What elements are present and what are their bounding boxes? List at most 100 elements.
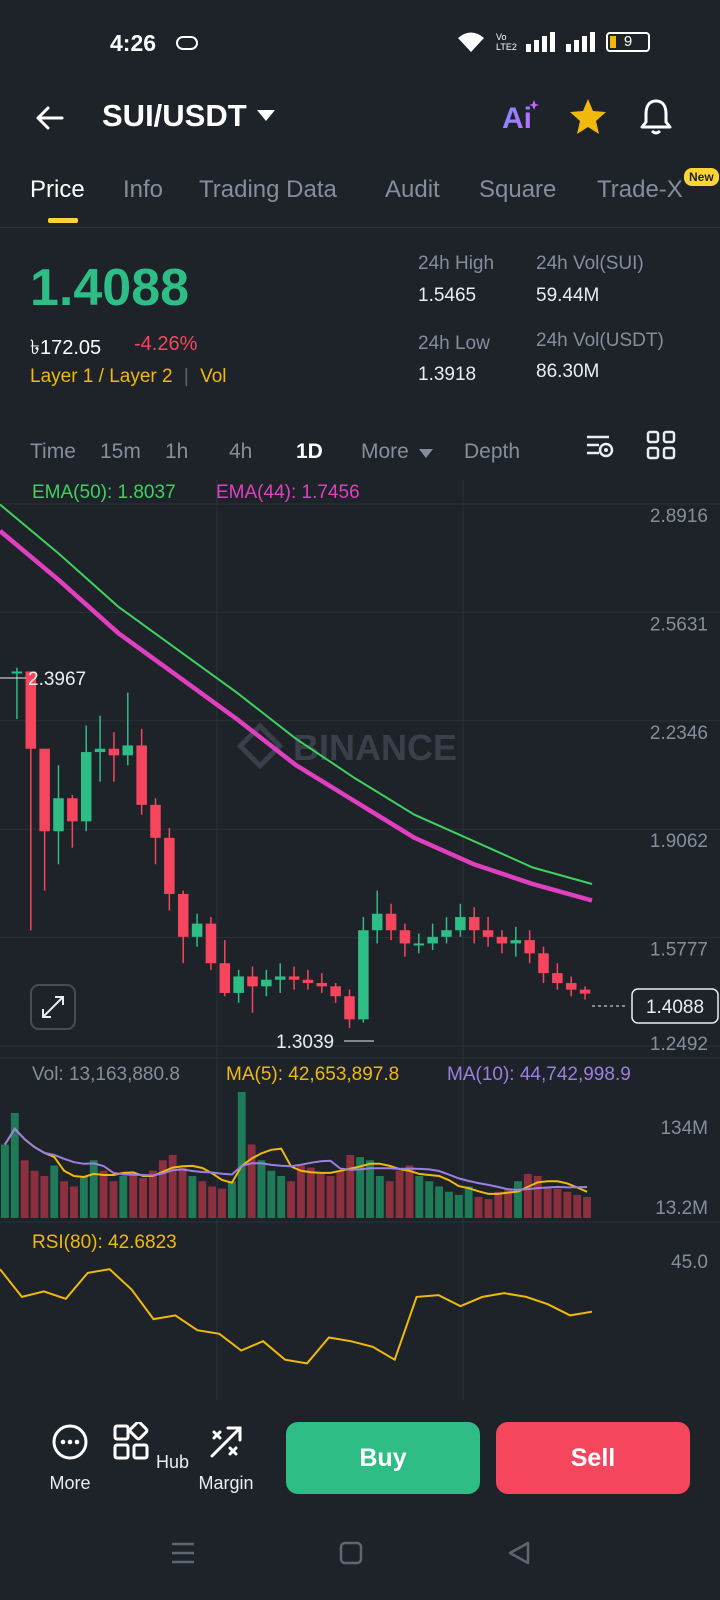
ma5-label: MA(5): 42,653,897.8 bbox=[226, 1064, 399, 1085]
tab-trade-x[interactable]: Trade-X bbox=[597, 176, 683, 203]
volume-bar bbox=[533, 1176, 542, 1218]
volume-bar bbox=[484, 1199, 493, 1218]
volume-bar bbox=[227, 1181, 236, 1218]
candle-body bbox=[399, 930, 411, 944]
volume-bar bbox=[356, 1157, 365, 1218]
rsi-axis-label: 45.0 bbox=[671, 1252, 708, 1273]
home-icon[interactable] bbox=[338, 1540, 364, 1566]
volume-bar bbox=[109, 1181, 118, 1218]
margin-button[interactable]: Margin bbox=[186, 1422, 266, 1494]
chart-settings-icon[interactable] bbox=[584, 430, 616, 462]
battery-icon: 9 bbox=[606, 32, 650, 52]
volume-bar bbox=[10, 1113, 19, 1218]
volume-bar bbox=[139, 1178, 147, 1218]
candle-body bbox=[441, 930, 452, 937]
candle-body bbox=[330, 986, 341, 997]
binance-logo-icon bbox=[236, 722, 284, 770]
tab-square[interactable]: Square bbox=[479, 176, 557, 203]
buy-button[interactable]: Buy bbox=[286, 1422, 480, 1494]
tf-depth[interactable]: Depth bbox=[464, 440, 521, 463]
recent-apps-icon[interactable] bbox=[170, 1540, 196, 1566]
volume-bar bbox=[208, 1186, 217, 1218]
tags: Layer 1 / Layer 2 | Vol bbox=[30, 366, 227, 387]
tf-more[interactable]: More bbox=[361, 440, 433, 464]
volume-bar bbox=[435, 1186, 443, 1218]
grid-layout-icon[interactable] bbox=[646, 430, 676, 460]
price-axis-label: 2.2346 bbox=[650, 723, 708, 744]
candle-body bbox=[191, 923, 203, 937]
volume-bar bbox=[198, 1181, 207, 1218]
sell-button[interactable]: Sell bbox=[496, 1422, 690, 1494]
candle-body bbox=[205, 923, 217, 964]
favorite-star-icon[interactable] bbox=[568, 96, 608, 136]
volume-bar bbox=[20, 1160, 29, 1218]
vol-usdt-label: 24h Vol(USDT) bbox=[536, 330, 664, 351]
tf-4h[interactable]: 4h bbox=[229, 440, 253, 463]
candle-body bbox=[233, 976, 244, 993]
more-label: More bbox=[49, 1473, 91, 1493]
chart-area[interactable]: BINANCE 2.8916 2.5631 2.2346 1.9062 1.5777 1.2… bbox=[0, 480, 720, 1400]
tf-time[interactable]: Time bbox=[30, 440, 76, 463]
pair-selector[interactable]: SUI/USDT bbox=[102, 98, 275, 134]
candle-body bbox=[94, 748, 106, 753]
ema44-label: EMA(44): 1.7456 bbox=[216, 482, 360, 503]
volume-bar bbox=[385, 1181, 394, 1218]
candle-body bbox=[53, 798, 64, 832]
candle-body bbox=[385, 913, 397, 931]
candle-body bbox=[455, 917, 466, 931]
candle-body bbox=[67, 798, 78, 822]
price-axis-label: 2.8916 bbox=[650, 506, 708, 527]
timeframe-bar: Time 15m 1h 4h 1D More Depth bbox=[0, 430, 720, 474]
candle-body bbox=[510, 940, 522, 944]
tf-1h[interactable]: 1h bbox=[165, 440, 189, 463]
category-tag[interactable]: Layer 1 / Layer 2 bbox=[30, 366, 173, 387]
price-chart-svg[interactable]: BINANCE 2.8916 2.5631 2.2346 1.9062 1.5777 1.2… bbox=[0, 480, 720, 1400]
candle-body bbox=[358, 930, 369, 1020]
tab-info[interactable]: Info bbox=[123, 176, 164, 203]
volume-bar bbox=[494, 1191, 503, 1218]
price-axis-label: 1.9062 bbox=[650, 831, 708, 852]
volume-bar bbox=[218, 1188, 226, 1218]
volume-bar bbox=[149, 1170, 157, 1218]
volume-bar bbox=[60, 1181, 69, 1218]
candle-body bbox=[413, 943, 425, 946]
volume-bar bbox=[415, 1176, 424, 1218]
tf-15m[interactable]: 15m bbox=[100, 440, 141, 463]
tab-audit[interactable]: Audit bbox=[385, 176, 440, 203]
status-bar: 4:26 Vo LTE2 9 bbox=[0, 0, 720, 90]
candle-body bbox=[261, 979, 272, 987]
volume-bar bbox=[474, 1197, 483, 1218]
volume-bar bbox=[40, 1176, 49, 1218]
back-nav-icon[interactable] bbox=[506, 1540, 532, 1566]
vol-usdt-value: 86.30M bbox=[536, 361, 600, 382]
candle-body bbox=[150, 804, 161, 838]
more-button[interactable]: More bbox=[30, 1422, 110, 1494]
volume-bar bbox=[504, 1188, 513, 1218]
tf-1d[interactable]: 1D bbox=[296, 440, 323, 463]
volume-bar bbox=[168, 1155, 177, 1218]
volume-bar bbox=[267, 1170, 276, 1218]
caret-down-icon bbox=[256, 110, 275, 121]
candle-body bbox=[468, 917, 480, 931]
ma5-line bbox=[4, 1127, 588, 1195]
candle-body bbox=[538, 953, 549, 974]
candle-body bbox=[274, 976, 286, 980]
candle-body bbox=[316, 983, 328, 987]
low-marker-label: 1.3039 bbox=[276, 1032, 334, 1053]
vol-tag[interactable]: Vol bbox=[200, 366, 227, 387]
ai-icon[interactable]: Ai bbox=[500, 96, 540, 136]
hub-button[interactable]: Hub bbox=[110, 1420, 190, 1473]
tab-trading-data[interactable]: Trading Data bbox=[199, 176, 337, 203]
candle-body bbox=[177, 893, 189, 937]
back-arrow-icon[interactable] bbox=[30, 98, 70, 138]
volume-bar bbox=[336, 1170, 345, 1218]
candle-body bbox=[288, 976, 300, 980]
candle-body bbox=[219, 963, 231, 993]
battery-level: 9 bbox=[623, 33, 633, 50]
candle-body bbox=[565, 983, 577, 990]
bell-icon[interactable] bbox=[636, 96, 676, 136]
rsi-line bbox=[0, 1268, 593, 1365]
rsi-label: RSI(80): 42.6823 bbox=[32, 1232, 177, 1253]
tab-price[interactable]: Price bbox=[30, 176, 85, 203]
volume-bar bbox=[326, 1176, 335, 1218]
